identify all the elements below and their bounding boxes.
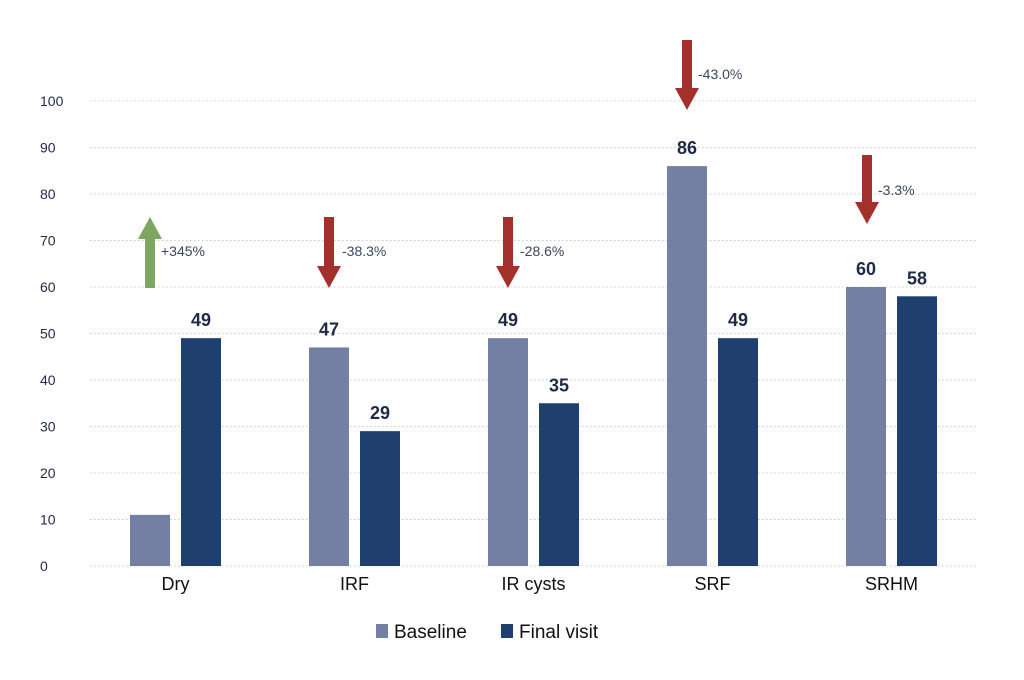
y-tick-label: 40 xyxy=(40,372,56,388)
data-label: 49 xyxy=(191,310,211,330)
bar-final-visit-irf xyxy=(360,431,400,566)
arrow-down-icon xyxy=(675,40,699,110)
gridlines xyxy=(90,100,978,567)
data-label: 86 xyxy=(677,138,697,158)
y-tick-label: 20 xyxy=(40,465,56,481)
x-axis-category-labels: Dry IRF IR cysts SRF SRHM xyxy=(162,574,919,594)
change-annotation-label: -28.6% xyxy=(520,243,564,259)
y-tick-label: 30 xyxy=(40,419,56,435)
data-labels: 47 49 86 60 49 29 35 49 58 xyxy=(191,138,927,423)
data-label: 49 xyxy=(728,310,748,330)
bar-baseline-dry xyxy=(130,514,170,566)
data-label: 58 xyxy=(907,268,927,288)
data-label: 49 xyxy=(498,310,518,330)
x-category-label: IRF xyxy=(340,574,369,594)
y-tick-label: 80 xyxy=(40,186,56,202)
y-axis-tick-labels: 0 10 20 30 40 50 60 70 80 90 100 xyxy=(40,93,64,574)
change-annotations: +345% -38.3% -28.6% -43.0% -3.3% xyxy=(138,40,915,288)
y-tick-label: 90 xyxy=(40,140,56,156)
bar-baseline-srhm xyxy=(846,287,886,566)
x-category-label: IR cysts xyxy=(501,574,565,594)
data-label: 29 xyxy=(370,403,390,423)
arrow-down-icon xyxy=(496,217,520,288)
bar-final-visit-srf xyxy=(718,338,758,566)
change-annotation-label: -3.3% xyxy=(878,182,915,198)
change-annotation-label: -38.3% xyxy=(342,243,386,259)
x-category-label: SRHM xyxy=(865,574,918,594)
bar-baseline-ir-cysts xyxy=(488,338,528,566)
y-tick-label: 70 xyxy=(40,233,56,249)
change-annotation-label: -43.0% xyxy=(698,66,742,82)
arrow-down-icon xyxy=(855,155,879,224)
change-annotation-label: +345% xyxy=(161,243,205,259)
legend: Baseline Final visit xyxy=(376,622,599,643)
arrow-up-icon xyxy=(138,217,162,288)
legend-label-baseline: Baseline xyxy=(394,622,467,643)
bar-final-visit-ir-cysts xyxy=(539,403,579,566)
data-label: 60 xyxy=(856,259,876,279)
y-tick-label: 60 xyxy=(40,279,56,295)
y-tick-label: 50 xyxy=(40,326,56,342)
legend-label-final-visit: Final visit xyxy=(519,622,599,643)
y-tick-label: 100 xyxy=(40,93,64,109)
bar-final-visit-dry xyxy=(181,338,221,566)
data-label: 35 xyxy=(549,375,569,395)
bar-final-visit-srhm xyxy=(897,296,937,566)
bar-baseline-irf xyxy=(309,347,349,566)
legend-swatch-final-visit xyxy=(501,624,513,638)
arrow-down-icon xyxy=(317,217,341,288)
y-tick-label: 10 xyxy=(40,512,56,528)
x-category-label: Dry xyxy=(162,574,190,594)
legend-swatch-baseline xyxy=(376,624,388,638)
bar-baseline-srf xyxy=(667,166,707,566)
x-category-label: SRF xyxy=(695,574,731,594)
y-tick-label: 0 xyxy=(40,558,48,574)
bars xyxy=(130,166,937,566)
data-label: 47 xyxy=(319,319,339,339)
